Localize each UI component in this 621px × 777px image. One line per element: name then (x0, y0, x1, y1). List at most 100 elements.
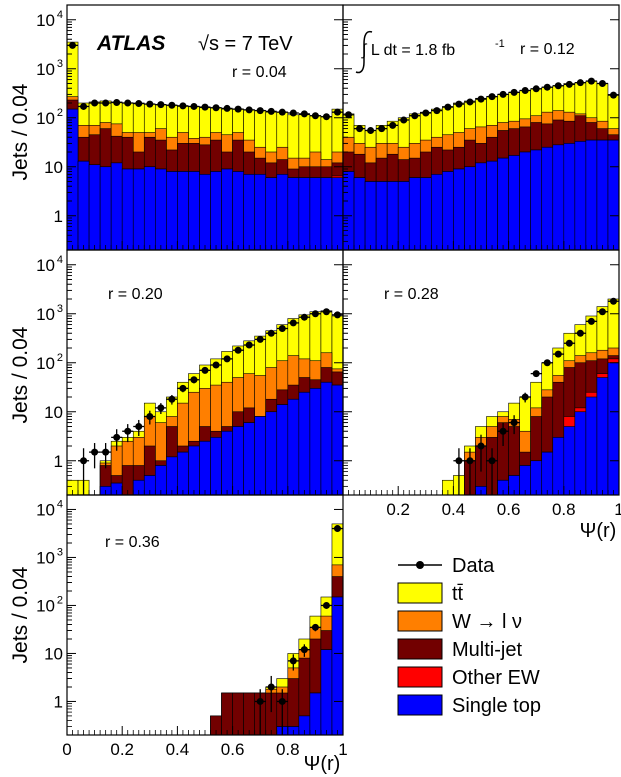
data-point (289, 319, 297, 327)
data-point (532, 370, 540, 378)
data-point (444, 103, 452, 111)
legend-item: W → l ν (397, 610, 522, 633)
data-point (521, 393, 529, 401)
bar-single-top (254, 416, 267, 495)
bar-single-top (309, 388, 322, 495)
data-point (179, 102, 187, 110)
bar-single-top (177, 451, 189, 495)
legend-swatch (397, 666, 443, 688)
data-point (267, 107, 275, 115)
data-point (532, 85, 540, 93)
experiment-label: ATLAS (96, 32, 165, 55)
data-point (234, 105, 242, 113)
y-tick-exponent: 2 (57, 107, 63, 119)
y-tick-label: 10 (36, 256, 55, 275)
bar-single-top (110, 162, 123, 250)
bar-single-top (199, 440, 211, 495)
legend: Data tt̄ W → l ν Multi-jet Other EW Single to… (397, 555, 541, 717)
panel-label: r = 0.04 (232, 64, 287, 81)
bar-single-top (563, 426, 576, 495)
bar-single-top (585, 139, 598, 250)
x-ticks (66, 486, 344, 495)
x-tick-label: 1 (614, 500, 621, 519)
bar-single-top (375, 181, 388, 250)
bar-single-top (552, 437, 565, 495)
legend-label: tt̄ (452, 583, 464, 605)
bar-single-top (408, 177, 421, 250)
y-tick-label: 10 (44, 644, 63, 663)
bar-single-top (519, 151, 531, 250)
data-point (201, 103, 209, 111)
bar-single-top (331, 177, 343, 250)
bar-single-top (475, 162, 487, 250)
bar-single-top (77, 160, 90, 250)
x-tick-label: 0 (62, 740, 71, 759)
bar-single-top (88, 164, 101, 250)
x-tick-label: 0.4 (166, 740, 190, 759)
x-tick-label: 1 (338, 740, 347, 759)
data-point (212, 104, 220, 112)
x-ticks (66, 241, 344, 250)
energy-label: √s = 7 TeV (198, 33, 293, 55)
legend-swatch (397, 582, 443, 604)
bar-single-top (563, 143, 576, 250)
y-tick-label: 1 (54, 692, 63, 711)
legend-item: Single top (397, 694, 541, 717)
bar-single-top (99, 166, 112, 250)
bar-single-top (177, 171, 189, 250)
x-tick-label: 0.8 (276, 740, 300, 759)
data-point (201, 366, 209, 374)
data-point (179, 384, 187, 392)
y-tick-exponent: 3 (57, 58, 63, 70)
bar-single-top (508, 155, 520, 250)
legend-label: Other EW (452, 667, 540, 689)
histogram-stack (67, 310, 343, 495)
data-point (289, 109, 297, 117)
bar-single-top (309, 177, 322, 250)
bar-single-top (188, 445, 200, 495)
y-axis-label-bottom: Jets / 0.04 (9, 566, 32, 663)
data-point (543, 83, 551, 91)
data-point (400, 116, 408, 124)
bar-single-top (320, 381, 333, 495)
bar-single-top (121, 168, 134, 250)
data-point (521, 86, 529, 94)
legend-swatch (397, 638, 443, 660)
x-ticks: 0.2 0.4 0.6 0.8 1 (342, 486, 621, 519)
data-point (190, 102, 198, 110)
data-point (499, 427, 507, 435)
bar-single-top (221, 168, 233, 250)
data-point (223, 355, 231, 363)
data-point (422, 109, 430, 117)
y-tick-label: 10 (36, 305, 55, 324)
data-point (598, 308, 606, 316)
y-ticks (343, 4, 619, 251)
bar-single-top (353, 177, 366, 250)
data-point (554, 82, 562, 90)
panel-label: r = 0.36 (105, 534, 160, 551)
data-point (245, 106, 253, 114)
data-point (554, 350, 562, 358)
bar-single-top (276, 174, 289, 250)
legend-swatch (397, 694, 443, 716)
y-tick-label: 1 (54, 207, 63, 226)
bar-single-top (541, 451, 554, 495)
data-point (587, 317, 595, 325)
data-point (499, 90, 507, 98)
y-ticks (343, 249, 619, 496)
bar-single-top (552, 144, 565, 250)
bar-single-top (464, 166, 476, 250)
y-tick-exponent: 2 (57, 594, 63, 606)
y-tick-label: 10 (44, 158, 63, 177)
lumi-superscript: -1 (495, 38, 505, 50)
y-tick-exponent: 3 (57, 546, 63, 558)
data-point (466, 98, 474, 106)
data-points (67, 41, 343, 121)
panel-label: r = 0.28 (384, 286, 439, 303)
panel-2: r = 0.12 (342, 4, 620, 251)
legend-label: W → l ν (452, 611, 522, 633)
y-tick-exponent: 2 (57, 352, 63, 364)
